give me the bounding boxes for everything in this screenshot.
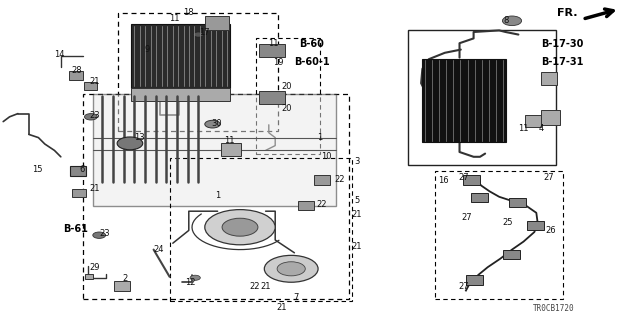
Text: 20: 20 (282, 82, 292, 91)
Text: 6: 6 (79, 165, 84, 174)
Bar (408, 30, 556, 165)
Text: 22: 22 (250, 282, 260, 291)
Text: 19: 19 (273, 58, 284, 67)
Circle shape (222, 218, 258, 236)
Bar (118, 13, 278, 131)
Bar (131, 24, 230, 88)
Bar (463, 175, 480, 185)
Text: 1: 1 (317, 133, 323, 142)
Text: 28: 28 (72, 66, 82, 75)
Text: 27: 27 (459, 282, 469, 291)
Text: 20: 20 (282, 104, 292, 113)
Text: 21: 21 (260, 282, 271, 291)
Bar (259, 44, 285, 57)
Bar (527, 221, 544, 230)
Text: B-17-30: B-17-30 (541, 39, 583, 49)
Bar (131, 88, 230, 101)
Text: 27: 27 (544, 173, 554, 182)
Text: B-17-31: B-17-31 (541, 57, 583, 68)
Bar (221, 143, 241, 156)
Text: 30: 30 (211, 119, 221, 128)
Text: FR.: FR. (557, 8, 578, 19)
Bar (93, 94, 336, 206)
Text: 12: 12 (186, 278, 196, 287)
Text: 1: 1 (468, 104, 473, 113)
Circle shape (190, 275, 200, 280)
Bar (435, 171, 563, 299)
Text: 21: 21 (352, 210, 362, 219)
Text: 10: 10 (321, 152, 332, 161)
Bar (83, 94, 349, 299)
Bar (84, 82, 97, 90)
Circle shape (264, 255, 318, 282)
Bar (70, 166, 86, 176)
Bar (114, 281, 130, 291)
Circle shape (117, 137, 143, 150)
Bar (541, 72, 557, 85)
Text: 11: 11 (224, 136, 234, 145)
Text: 21: 21 (90, 77, 100, 86)
Circle shape (93, 232, 106, 238)
Text: 23: 23 (90, 111, 100, 120)
Text: B-60-1: B-60-1 (294, 57, 330, 68)
Bar (314, 175, 330, 185)
Circle shape (205, 210, 275, 245)
Circle shape (277, 262, 305, 276)
Circle shape (84, 114, 97, 120)
Circle shape (502, 16, 522, 26)
Text: 21: 21 (90, 184, 100, 193)
Text: 27: 27 (459, 173, 469, 182)
Text: 7: 7 (293, 293, 298, 302)
Text: 29: 29 (90, 263, 100, 272)
Text: 14: 14 (54, 50, 65, 59)
Text: B-61: B-61 (63, 224, 88, 234)
Text: 17: 17 (200, 28, 210, 36)
Text: 22: 22 (334, 175, 344, 184)
Text: 13: 13 (134, 133, 145, 142)
Bar (69, 71, 83, 80)
Text: 11: 11 (170, 14, 180, 23)
Bar (298, 201, 314, 210)
Bar (256, 38, 320, 154)
Text: 11: 11 (268, 39, 278, 48)
Text: TR0CB1720: TR0CB1720 (532, 304, 575, 313)
Text: 24: 24 (154, 245, 164, 254)
Text: 16: 16 (438, 176, 449, 185)
Text: 15: 15 (32, 165, 42, 174)
Bar (259, 91, 285, 104)
Text: 5: 5 (355, 196, 360, 204)
Bar (85, 274, 93, 279)
Bar (541, 110, 560, 125)
Bar (72, 189, 86, 197)
Text: 21: 21 (352, 242, 362, 251)
Text: 21: 21 (276, 303, 287, 312)
Text: 1: 1 (215, 191, 220, 200)
Text: 18: 18 (184, 8, 194, 17)
Circle shape (193, 32, 204, 37)
Text: 26: 26 (545, 226, 556, 235)
Bar (422, 59, 506, 142)
Circle shape (205, 120, 220, 128)
Text: 9: 9 (145, 45, 150, 54)
Bar (525, 115, 541, 127)
Text: 2: 2 (122, 274, 127, 283)
Bar (503, 250, 520, 259)
Text: 11: 11 (518, 124, 529, 132)
Text: 8: 8 (503, 16, 508, 25)
Text: 4: 4 (538, 124, 543, 132)
Bar (509, 198, 526, 207)
Bar (170, 158, 352, 301)
Text: 23: 23 (99, 229, 109, 238)
Bar (471, 193, 488, 202)
Bar (205, 16, 229, 30)
Bar (466, 275, 483, 285)
Text: 3: 3 (355, 157, 360, 166)
Text: 27: 27 (462, 213, 472, 222)
Text: B-60: B-60 (300, 39, 324, 49)
Text: 22: 22 (317, 200, 327, 209)
Text: 25: 25 (502, 218, 513, 227)
